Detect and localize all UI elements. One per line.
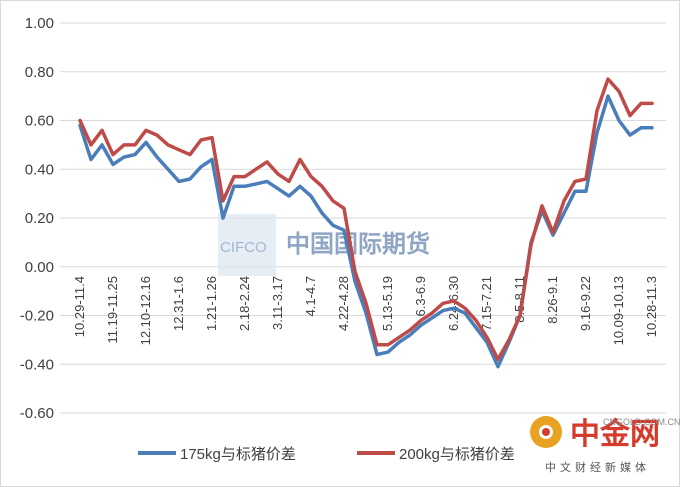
series-lines — [78, 77, 654, 369]
x-tick-label: 10.29-11.4 — [72, 276, 87, 337]
y-tick-label: 0.60 — [25, 113, 54, 130]
x-axis-ticks: 10.29-11.4 11.19-11.25 12.10-12.16 12.31-1.… — [72, 276, 659, 345]
x-tick-label: 5.13-5.19 — [380, 276, 395, 331]
x-tick-label: 11.19-11.25 — [105, 276, 120, 343]
x-tick-label: 8.26-9.1 — [545, 276, 560, 324]
watermark-box-text: CIFCO — [220, 239, 267, 256]
y-tick-label: 0.00 — [25, 259, 54, 276]
y-tick-label: 1.00 — [25, 15, 54, 32]
legend-label-175kg: 175kg与标猪价差 — [180, 446, 296, 463]
y-tick-label: 0.20 — [25, 210, 54, 227]
legend: 175kg与标猪价差 200kg与标猪价差 — [138, 446, 515, 463]
x-tick-label: 4.22-4.28 — [336, 276, 351, 331]
x-tick-label: 7.15-7.21 — [479, 276, 494, 331]
series-line-200kg — [78, 77, 654, 362]
x-tick-label: 3.11-3.17 — [270, 276, 285, 330]
watermark-text: 中国国际期货 — [286, 230, 430, 258]
y-tick-label: 0.40 — [25, 161, 54, 178]
x-tick-label: 9.16-9.22 — [578, 276, 593, 331]
logo-name: 中金网 — [570, 417, 660, 451]
cngold-logo: 中金网 CNGOLD.COM.CN 中文财经新媒体 — [530, 416, 680, 474]
logo-url: CNGOLD.COM.CN — [603, 417, 680, 427]
x-tick-label: 4.1-4.7 — [303, 276, 318, 316]
x-tick-label: 6.3-6.9 — [413, 276, 428, 316]
gridlines — [60, 22, 666, 414]
y-tick-label: -0.60 — [20, 405, 54, 422]
legend-label-200kg: 200kg与标猪价差 — [399, 446, 515, 463]
logo-subtitle: 中文财经新媒体 — [545, 460, 650, 474]
y-tick-label: 0.80 — [25, 64, 54, 81]
x-tick-label: 1.21-1.26 — [204, 276, 219, 331]
y-axis-ticks: 1.00 0.80 0.60 0.40 0.20 0.00 -0.20 -0.40 -0.60 — [20, 15, 54, 422]
y-tick-label: -0.20 — [20, 308, 54, 325]
y-tick-label: -0.40 — [20, 356, 54, 373]
watermark-box — [218, 214, 276, 276]
x-tick-label: 10.09-10.13 — [611, 276, 626, 345]
x-tick-label: 2.18-2.24 — [237, 276, 252, 331]
x-tick-label: 12.31-1.6 — [171, 276, 186, 331]
watermark: CIFCO 中国国际期货 — [218, 214, 430, 276]
x-tick-label: 10.28-11.3 — [644, 276, 659, 337]
x-tick-label: 6.24-6.30 — [446, 276, 461, 331]
series-line-175kg — [78, 94, 654, 369]
x-tick-label: 12.10-12.16 — [138, 276, 153, 345]
